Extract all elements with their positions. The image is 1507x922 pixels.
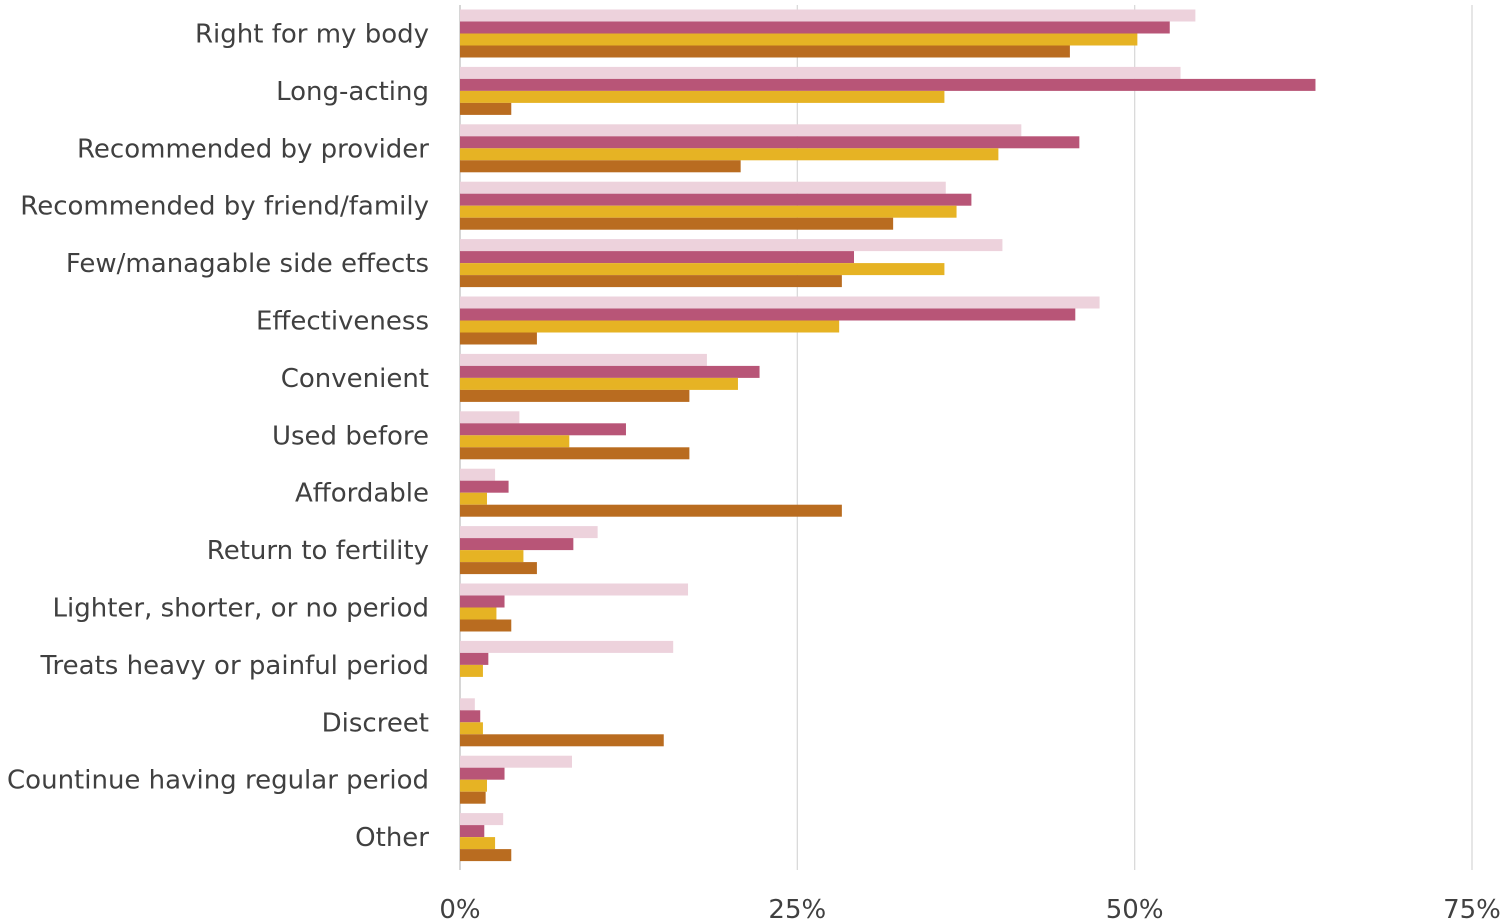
bar (460, 181, 946, 194)
bar (460, 640, 674, 653)
bar (460, 734, 664, 747)
bar (460, 365, 760, 378)
bar (460, 550, 524, 563)
bar (460, 217, 894, 230)
bar (460, 66, 1181, 79)
bar (460, 308, 1076, 321)
category-label: Lighter, shorter, or no period (53, 594, 429, 624)
x-tick-label: 0% (439, 895, 480, 922)
x-tick-label: 50% (1106, 895, 1164, 922)
category-label: Affordable (295, 479, 429, 509)
bar (460, 849, 512, 862)
bar (460, 320, 840, 333)
bar (460, 698, 475, 711)
category-label: Recommended by friend/family (20, 192, 429, 222)
bar (460, 435, 570, 448)
bar (460, 468, 496, 481)
bar (460, 33, 1138, 46)
bar (460, 332, 537, 345)
bar (460, 411, 520, 424)
x-axis: 0% 25% 50% 75% (439, 895, 1501, 922)
bar (460, 136, 1080, 149)
bar (460, 813, 504, 826)
bar (460, 239, 1003, 252)
category-labels: Right for my body Long-acting Recommended … (7, 20, 429, 854)
bar (460, 480, 509, 493)
category-label: Treats heavy or painful period (39, 651, 429, 681)
bar (460, 710, 481, 723)
category-label: Other (355, 823, 429, 853)
bar (460, 263, 945, 276)
x-tick-label: 25% (768, 895, 826, 922)
bar (460, 45, 1070, 58)
category-label: Convenient (281, 364, 429, 394)
bar (460, 652, 489, 665)
bar (460, 447, 690, 460)
bar (460, 124, 1022, 137)
bar (460, 296, 1100, 309)
bar (460, 767, 505, 780)
bar (460, 148, 999, 161)
bar (460, 9, 1196, 22)
bar (460, 595, 505, 608)
bar (460, 538, 574, 551)
category-label: Effectiveness (256, 307, 429, 337)
bar (460, 722, 483, 735)
bar (460, 526, 598, 539)
bar (460, 353, 707, 366)
bar (460, 21, 1170, 34)
bar (460, 377, 738, 390)
bar (460, 492, 487, 505)
category-label: Few/managable side effects (66, 249, 429, 279)
bar (460, 504, 842, 517)
bar (460, 825, 485, 838)
bar (460, 664, 483, 677)
bar (460, 205, 957, 218)
bars (460, 9, 1316, 862)
bar (460, 389, 690, 402)
bar (460, 755, 572, 768)
bar (460, 423, 626, 436)
bar (460, 583, 689, 596)
category-label: Recommended by provider (77, 134, 429, 164)
bar (460, 791, 486, 804)
bar (460, 251, 855, 264)
x-tick-label: 75% (1443, 895, 1501, 922)
bar (460, 837, 496, 850)
bar (460, 160, 741, 173)
bar (460, 562, 537, 575)
category-label: Right for my body (195, 20, 429, 50)
category-label: Return to fertility (207, 536, 429, 566)
bar (460, 619, 512, 632)
bar (460, 78, 1316, 91)
category-label: Long-acting (276, 77, 429, 107)
bar (460, 90, 945, 103)
bar (460, 275, 842, 288)
bar (460, 607, 497, 620)
bar (460, 779, 487, 792)
category-label: Discreet (322, 708, 429, 738)
bar (460, 193, 972, 206)
category-label: Used before (272, 421, 429, 451)
bar (460, 102, 512, 115)
category-label: Countinue having regular period (7, 766, 429, 796)
